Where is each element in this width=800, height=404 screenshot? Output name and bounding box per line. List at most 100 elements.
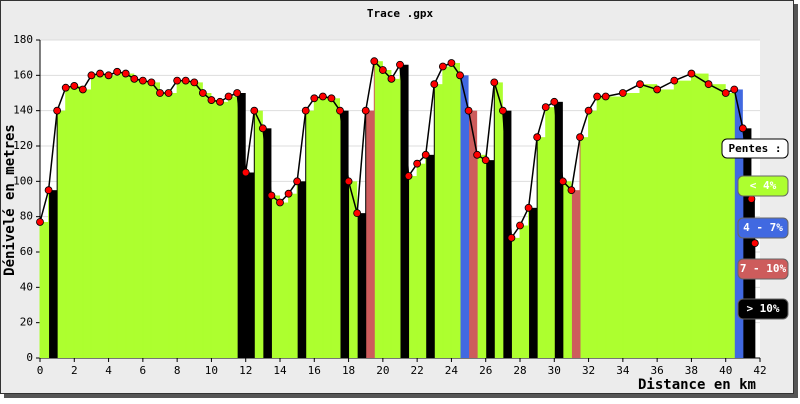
x-tick-label: 30 [548, 364, 561, 377]
x-tick-label: 10 [205, 364, 218, 377]
slope-bar [494, 82, 503, 359]
slope-bar [142, 80, 152, 358]
point [361, 106, 370, 115]
point [258, 124, 267, 133]
slope-bar [40, 221, 49, 358]
x-tick-label: 38 [685, 364, 698, 377]
slope-bar [657, 89, 675, 358]
point [653, 85, 662, 94]
legend-box [737, 175, 789, 197]
slope-bar [554, 101, 563, 358]
x-tick-label: 36 [651, 364, 664, 377]
legend-box [737, 258, 789, 280]
y-tick-label: 120 [13, 139, 33, 152]
point [198, 89, 207, 97]
x-tick-label: 14 [273, 364, 287, 377]
legend-label: > 10% [746, 302, 779, 315]
slope-bar [640, 84, 658, 359]
slope-bar [314, 98, 323, 359]
point [601, 92, 610, 101]
point [336, 106, 344, 115]
point [130, 74, 139, 83]
slope-bar [91, 75, 100, 358]
slope-bar [168, 93, 178, 358]
point [301, 106, 310, 115]
slope-bar [245, 172, 255, 358]
point [447, 59, 456, 67]
point [421, 150, 430, 159]
point [404, 172, 413, 180]
slope-bar [357, 213, 366, 358]
slope-bar [588, 110, 598, 359]
legend: Pentes : < 4% 4 - 7% 7 - 10% > 10% [721, 138, 789, 320]
point [250, 106, 259, 115]
point [636, 80, 644, 89]
point [473, 150, 482, 159]
x-tick-label: 20 [376, 364, 389, 377]
legend-title: Pentes : [729, 142, 782, 155]
slope-bar [331, 98, 340, 359]
point [567, 186, 576, 195]
slope-bar [468, 110, 478, 359]
point [498, 106, 507, 115]
slope-bar [708, 84, 726, 359]
slope-bar [460, 75, 469, 358]
y-tick-label: 60 [20, 245, 33, 258]
slope-bar [254, 110, 263, 359]
legend-label: 7 - 10% [740, 262, 787, 275]
slope-bar [674, 80, 692, 358]
slope-bar [125, 73, 135, 359]
slope-bar [82, 89, 92, 358]
slope-bar [160, 93, 169, 358]
point [233, 89, 242, 97]
slope-bar [691, 73, 709, 359]
slope-bar [605, 96, 623, 359]
x-tick-label: 8 [174, 364, 181, 377]
slope-bar [502, 110, 512, 359]
point [87, 71, 96, 80]
legend-title-box [721, 138, 789, 159]
points [36, 57, 759, 248]
bars [39, 61, 756, 359]
slope-bar [485, 160, 495, 358]
slope-bar [202, 93, 212, 358]
slope-bar [185, 80, 195, 358]
slope-bar [425, 154, 435, 358]
point [524, 203, 533, 212]
slope-bar [597, 96, 606, 359]
point [113, 67, 122, 76]
x-tick-label: 2 [71, 364, 78, 377]
slope-bar [48, 190, 58, 358]
slope-bar [382, 70, 392, 359]
point [750, 239, 759, 248]
slope-bar [365, 110, 375, 359]
x-tick-label: 24 [445, 364, 459, 377]
y-tick-label: 0 [26, 351, 33, 364]
point [550, 97, 559, 106]
slope-bar [151, 82, 160, 359]
point [387, 74, 396, 83]
slope-bar [340, 110, 349, 359]
slope-bar [228, 96, 238, 359]
point [670, 76, 679, 85]
point [747, 195, 756, 203]
x-tick-label: 22 [411, 364, 424, 377]
point [507, 233, 516, 242]
point [190, 78, 199, 87]
x-tick-label: 26 [479, 364, 492, 377]
slope-bar [374, 61, 383, 358]
slope-bar [511, 237, 520, 358]
x-axis-label: Distance en km [638, 377, 756, 393]
point [327, 94, 336, 103]
slope-bar [211, 100, 220, 359]
slope-bar [108, 75, 118, 358]
point [207, 96, 216, 104]
point [241, 168, 250, 177]
point [310, 94, 319, 103]
x-tick-label: 32 [582, 364, 595, 377]
slope-bar [391, 78, 400, 358]
point [53, 106, 62, 115]
y-tick-label: 80 [20, 210, 33, 223]
